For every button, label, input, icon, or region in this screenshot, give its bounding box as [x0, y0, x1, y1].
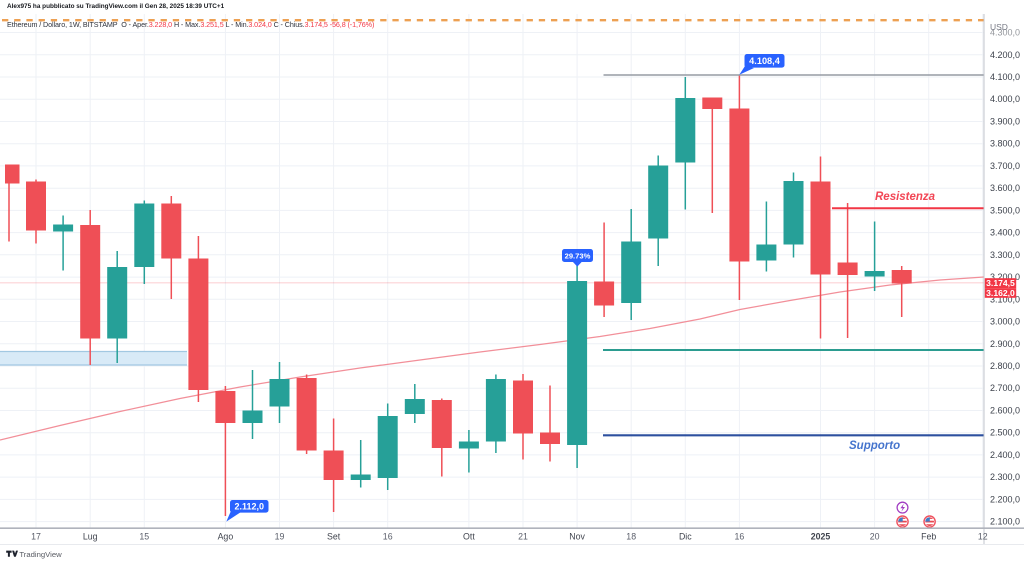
svg-text:Set: Set [327, 532, 341, 542]
svg-text:Dic: Dic [679, 532, 692, 542]
svg-text:Lug: Lug [83, 532, 98, 542]
svg-text:15: 15 [139, 532, 149, 542]
svg-text:4.200,0: 4.200,0 [990, 50, 1020, 60]
svg-text:4.000,0: 4.000,0 [990, 94, 1020, 104]
svg-text:3.000,0: 3.000,0 [990, 317, 1020, 327]
svg-text:21: 21 [518, 532, 528, 542]
svg-text:4.300,0: 4.300,0 [990, 28, 1020, 38]
svg-text:3.300,0: 3.300,0 [990, 250, 1020, 260]
svg-text:2.112,0: 2.112,0 [235, 502, 265, 512]
svg-text:Feb: Feb [921, 532, 936, 542]
svg-text:Nov: Nov [569, 532, 585, 542]
svg-text:3.162,0: 3.162,0 [986, 288, 1015, 298]
svg-text:2.100,0: 2.100,0 [990, 517, 1020, 527]
svg-text:2.700,0: 2.700,0 [990, 383, 1020, 393]
svg-text:16: 16 [383, 532, 393, 542]
svg-text:29.73%: 29.73% [565, 252, 591, 261]
svg-text:2.200,0: 2.200,0 [990, 494, 1020, 504]
svg-text:2.500,0: 2.500,0 [990, 428, 1020, 438]
svg-text:16: 16 [735, 532, 745, 542]
svg-text:TradingView: TradingView [19, 550, 62, 559]
svg-text:3.400,0: 3.400,0 [990, 228, 1020, 238]
svg-text:2.600,0: 2.600,0 [990, 406, 1020, 416]
svg-text:4.100,0: 4.100,0 [990, 72, 1020, 82]
svg-text:3.600,0: 3.600,0 [990, 183, 1020, 193]
svg-text:2.900,0: 2.900,0 [990, 339, 1020, 349]
svg-text:20: 20 [870, 532, 880, 542]
svg-text:Ott: Ott [463, 532, 475, 542]
svg-text:2.800,0: 2.800,0 [990, 361, 1020, 371]
svg-text:3.500,0: 3.500,0 [990, 205, 1020, 215]
svg-text:Ago: Ago [218, 532, 234, 542]
svg-text:3.700,0: 3.700,0 [990, 161, 1020, 171]
svg-text:3.100,0: 3.100,0 [990, 294, 1020, 304]
svg-text:4.108,4: 4.108,4 [749, 56, 781, 66]
svg-text:3.900,0: 3.900,0 [990, 117, 1020, 127]
svg-text:3.800,0: 3.800,0 [990, 139, 1020, 149]
svg-text:2.300,0: 2.300,0 [990, 472, 1020, 482]
svg-text:3.200,0: 3.200,0 [990, 272, 1020, 282]
svg-text:18: 18 [626, 532, 636, 542]
svg-text:19: 19 [275, 532, 285, 542]
svg-text:12: 12 [978, 532, 988, 542]
svg-text:3.174,5: 3.174,5 [986, 278, 1015, 288]
svg-text:USD: USD [990, 22, 1008, 32]
svg-text:2025: 2025 [811, 532, 831, 542]
svg-text:2.400,0: 2.400,0 [990, 450, 1020, 460]
svg-text:17: 17 [31, 532, 41, 542]
